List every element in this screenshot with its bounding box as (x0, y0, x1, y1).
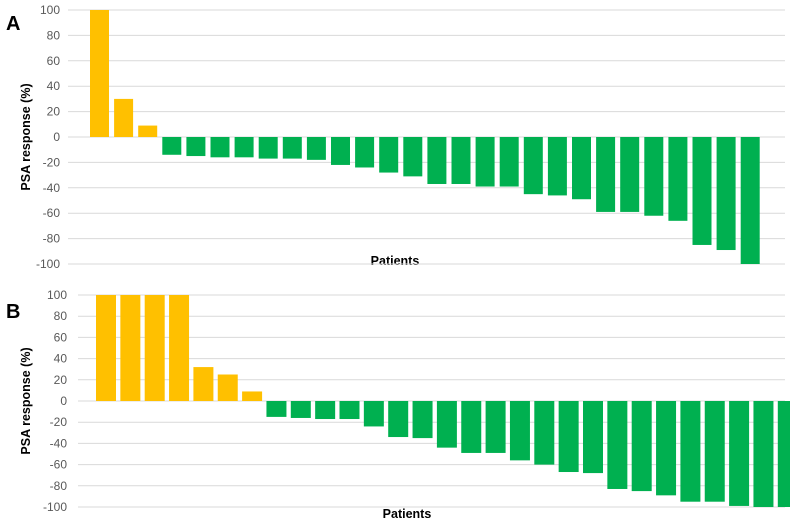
panel-b-bar (485, 401, 506, 453)
panel-b-bar (193, 367, 214, 401)
panel-a-bar (138, 125, 158, 137)
panel-a-bar (379, 137, 399, 173)
panel-b-y-tick-label: 60 (54, 330, 68, 344)
panel-a-y-axis-title: PSA response (%) (19, 83, 33, 190)
panel-b-x-axis-title: Patients (383, 507, 432, 521)
panel-a-bar (258, 137, 278, 159)
panel-a-bar (523, 137, 543, 195)
panel-a-y-tick-label: 20 (47, 105, 61, 119)
panel-b-bar (534, 401, 555, 465)
panel-a-bar (162, 137, 182, 155)
panel-a-bar (572, 137, 591, 200)
panel-b-bar (631, 401, 652, 492)
panel-a-bar (282, 137, 302, 159)
panel-b-bar (656, 401, 677, 496)
panel-b-bar (680, 401, 701, 502)
panel-a-y-tick-label: -80 (43, 232, 61, 246)
panel-b: B PSA response (%) Patients 100 80 60 40 20 0… (6, 288, 790, 521)
panel-b-y-tick-label: -20 (50, 415, 68, 429)
panel-b-bar (339, 401, 360, 420)
panel-b-y-tick-label: 100 (47, 288, 67, 302)
panel-a-y-tick-label: -20 (43, 155, 61, 169)
panel-b-bar (144, 295, 165, 401)
panel-a-bar (499, 137, 519, 187)
panel-a-y-tick-label: 0 (53, 130, 60, 144)
panel-a-bar (186, 137, 206, 157)
panel-b-y-tick-label: 80 (54, 309, 68, 323)
panel-b-y-tick-label: 0 (60, 394, 67, 408)
panel-a-bar (668, 137, 688, 221)
panel-b-y-tick-label: -100 (43, 500, 67, 514)
panel-b-y-axis-title: PSA response (%) (19, 347, 33, 454)
panel-b-bar (412, 401, 433, 439)
panel-a-bar (90, 10, 109, 137)
panel-a-y-tick-label: 80 (47, 28, 61, 42)
panel-a-bar (355, 137, 375, 168)
panel-b-y-tick-label: 40 (54, 352, 68, 366)
panel-a-y-tick-label: 40 (47, 79, 61, 93)
panel-a-x-axis-title: Patients (371, 254, 420, 268)
panel-a-bar (451, 137, 471, 184)
panel-a-bar (427, 137, 447, 184)
panel-b-y-tick-label: -40 (50, 436, 68, 450)
panel-a-bar (596, 137, 616, 212)
panel-b-bar (266, 401, 287, 417)
panel-a-bar (644, 137, 664, 216)
panel-b-bar (509, 401, 530, 461)
panel-a-bar (547, 137, 567, 196)
panel-b-bar (704, 401, 725, 502)
panel-a-bar (306, 137, 326, 160)
panel-a-y-tick-label: 100 (40, 3, 60, 17)
panel-b-bar (729, 401, 750, 506)
panel-b-bar (217, 374, 238, 401)
panel-b-bar (461, 401, 482, 453)
panel-b-y-tick-label: -60 (50, 458, 68, 472)
panel-a-bar (740, 137, 760, 264)
panel-b-bar (290, 401, 311, 418)
panel-a-bar (716, 137, 736, 251)
panel-b-bar (363, 401, 384, 427)
panel-a-y-tick-labels: 100 80 60 40 20 0 -20 -40 -60 -80 -100 (36, 3, 60, 271)
panel-a-bar (620, 137, 640, 212)
panel-b-bar (120, 295, 141, 401)
panel-a-bar (475, 137, 495, 187)
panel-b-bar (583, 401, 603, 474)
panel-a-y-tick-label: -100 (36, 257, 60, 271)
panel-b-bar (242, 391, 263, 401)
panel-b-bar (315, 401, 336, 420)
panel-a-bar (692, 137, 712, 245)
panel-b-bar (558, 401, 579, 473)
panel-a-bars (90, 10, 760, 264)
panel-a-y-tick-label: -60 (43, 206, 61, 220)
panel-b-bar (753, 401, 774, 507)
panel-b-label: B (6, 301, 20, 323)
panel-b-bar (436, 401, 457, 448)
panel-a-bar (114, 98, 134, 137)
panel-b-y-tick-label: -80 (50, 479, 68, 493)
panel-a-y-tick-label: -40 (43, 181, 61, 195)
panel-a-bar (234, 137, 254, 158)
panel-b-y-tick-label: 20 (54, 373, 68, 387)
panel-b-bar (388, 401, 409, 438)
panel-b-bar (169, 295, 190, 401)
panel-a-label: A (6, 13, 20, 35)
panel-b-y-tick-labels: 100 80 60 40 20 0 -20 -40 -60 -80 -100 (43, 288, 67, 514)
panel-a-y-tick-label: 60 (47, 54, 61, 68)
panel-a-bar (403, 137, 423, 177)
panel-a-bar (210, 137, 230, 158)
panel-b-bars (96, 295, 790, 507)
panel-b-bar (96, 295, 116, 401)
panel-b-bar (607, 401, 628, 489)
panel-b-bar (777, 401, 790, 507)
panel-a: A PSA response (%) Patients 100 80 60 40 20 0… (6, 3, 785, 271)
panel-a-bar (331, 137, 350, 165)
